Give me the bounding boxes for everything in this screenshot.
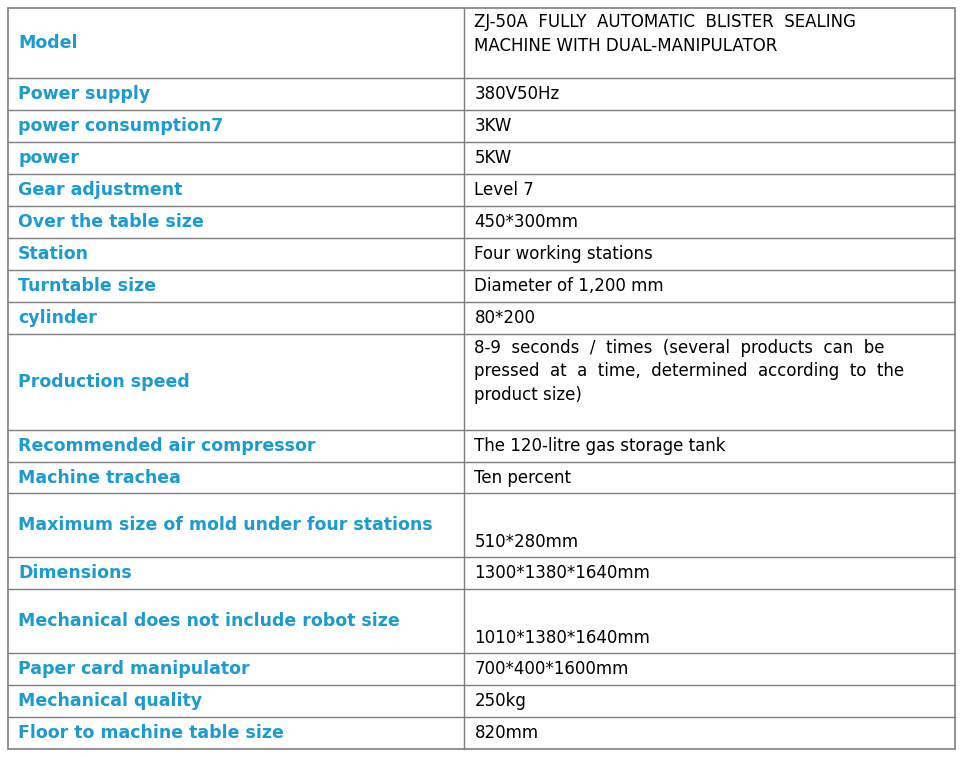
Text: 5KW: 5KW xyxy=(475,149,511,167)
Text: Maximum size of mold under four stations: Maximum size of mold under four stations xyxy=(18,516,432,534)
Text: Machine trachea: Machine trachea xyxy=(18,469,181,487)
Text: 3KW: 3KW xyxy=(475,117,511,136)
Text: The 120-litre gas storage tank: The 120-litre gas storage tank xyxy=(475,437,726,454)
Text: power consumption7: power consumption7 xyxy=(18,117,223,136)
Text: Level 7: Level 7 xyxy=(475,181,534,199)
Text: 450*300mm: 450*300mm xyxy=(475,213,579,231)
Text: 8-9  seconds  /  times  (several  products  can  be
pressed  at  a  time,  deter: 8-9 seconds / times (several products ca… xyxy=(475,339,904,404)
Text: Four working stations: Four working stations xyxy=(475,245,653,263)
Text: Turntable size: Turntable size xyxy=(18,277,156,295)
Text: cylinder: cylinder xyxy=(18,309,97,327)
Text: Over the table size: Over the table size xyxy=(18,213,204,231)
Text: 80*200: 80*200 xyxy=(475,309,535,327)
Text: Mechanical quality: Mechanical quality xyxy=(18,692,202,710)
Text: 820mm: 820mm xyxy=(475,724,538,742)
Text: power: power xyxy=(18,149,79,167)
Text: Gear adjustment: Gear adjustment xyxy=(18,181,182,199)
Text: 380V50Hz: 380V50Hz xyxy=(475,86,560,103)
Text: 1010*1380*1640mm: 1010*1380*1640mm xyxy=(475,629,650,647)
Text: Station: Station xyxy=(18,245,89,263)
Text: Ten percent: Ten percent xyxy=(475,469,571,487)
Text: Diameter of 1,200 mm: Diameter of 1,200 mm xyxy=(475,277,664,295)
Text: Recommended air compressor: Recommended air compressor xyxy=(18,437,316,454)
Text: Mechanical does not include robot size: Mechanical does not include robot size xyxy=(18,612,400,631)
Text: Paper card manipulator: Paper card manipulator xyxy=(18,660,249,678)
Text: 700*400*1600mm: 700*400*1600mm xyxy=(475,660,629,678)
Text: 1300*1380*1640mm: 1300*1380*1640mm xyxy=(475,564,650,582)
Text: Production speed: Production speed xyxy=(18,372,190,391)
Text: 510*280mm: 510*280mm xyxy=(475,534,579,551)
Text: ZJ-50A  FULLY  AUTOMATIC  BLISTER  SEALING
MACHINE WITH DUAL-MANIPULATOR: ZJ-50A FULLY AUTOMATIC BLISTER SEALING M… xyxy=(475,13,856,55)
Text: Power supply: Power supply xyxy=(18,86,150,103)
Text: 250kg: 250kg xyxy=(475,692,527,710)
Text: Model: Model xyxy=(18,34,77,52)
Text: Dimensions: Dimensions xyxy=(18,564,132,582)
Text: Floor to machine table size: Floor to machine table size xyxy=(18,724,284,742)
